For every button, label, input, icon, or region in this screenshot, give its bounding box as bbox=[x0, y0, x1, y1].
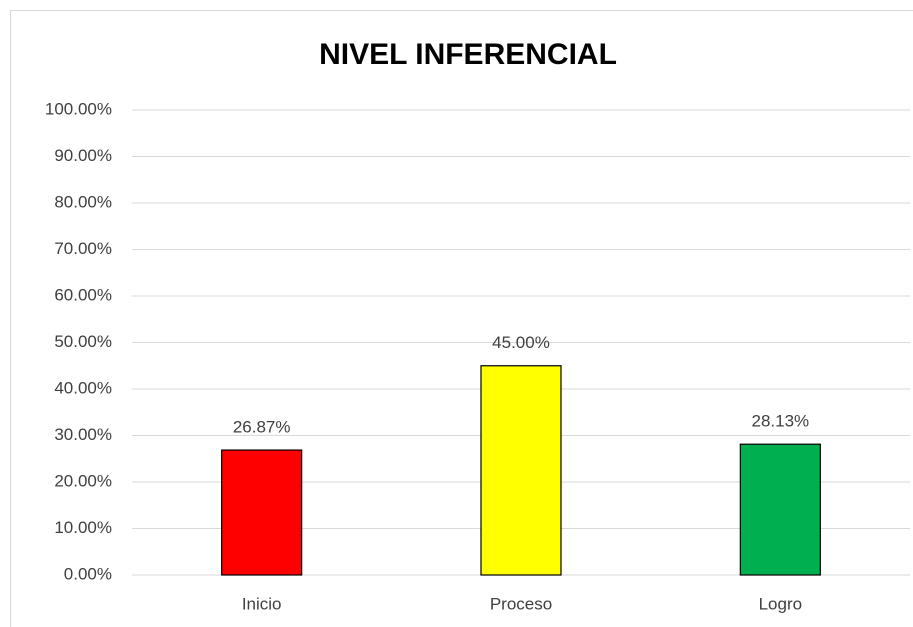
y-tick-label: 50.00% bbox=[54, 332, 112, 351]
chart-title: NIVEL INFERENCIAL bbox=[319, 38, 617, 71]
y-tick-label: 80.00% bbox=[54, 192, 112, 211]
bar bbox=[739, 443, 821, 576]
y-tick-label: 70.00% bbox=[54, 239, 112, 258]
y-tick-label: 30.00% bbox=[54, 425, 112, 444]
y-tick-label: 100.00% bbox=[45, 99, 112, 118]
data-label: 26.87% bbox=[233, 418, 291, 437]
x-tick-label: Proceso bbox=[490, 594, 552, 613]
x-tick-label: Inicio bbox=[242, 594, 282, 613]
bar bbox=[480, 365, 562, 576]
bar bbox=[221, 449, 303, 576]
data-label: 28.13% bbox=[751, 412, 809, 431]
y-tick-label: 10.00% bbox=[54, 518, 112, 537]
data-label: 45.00% bbox=[492, 333, 550, 352]
y-tick-label: 60.00% bbox=[54, 285, 112, 304]
y-tick-label: 40.00% bbox=[54, 378, 112, 397]
x-tick-label: Logro bbox=[759, 594, 802, 613]
y-tick-label: 0.00% bbox=[64, 564, 112, 583]
y-tick-label: 90.00% bbox=[54, 146, 112, 165]
y-tick-label: 20.00% bbox=[54, 471, 112, 490]
